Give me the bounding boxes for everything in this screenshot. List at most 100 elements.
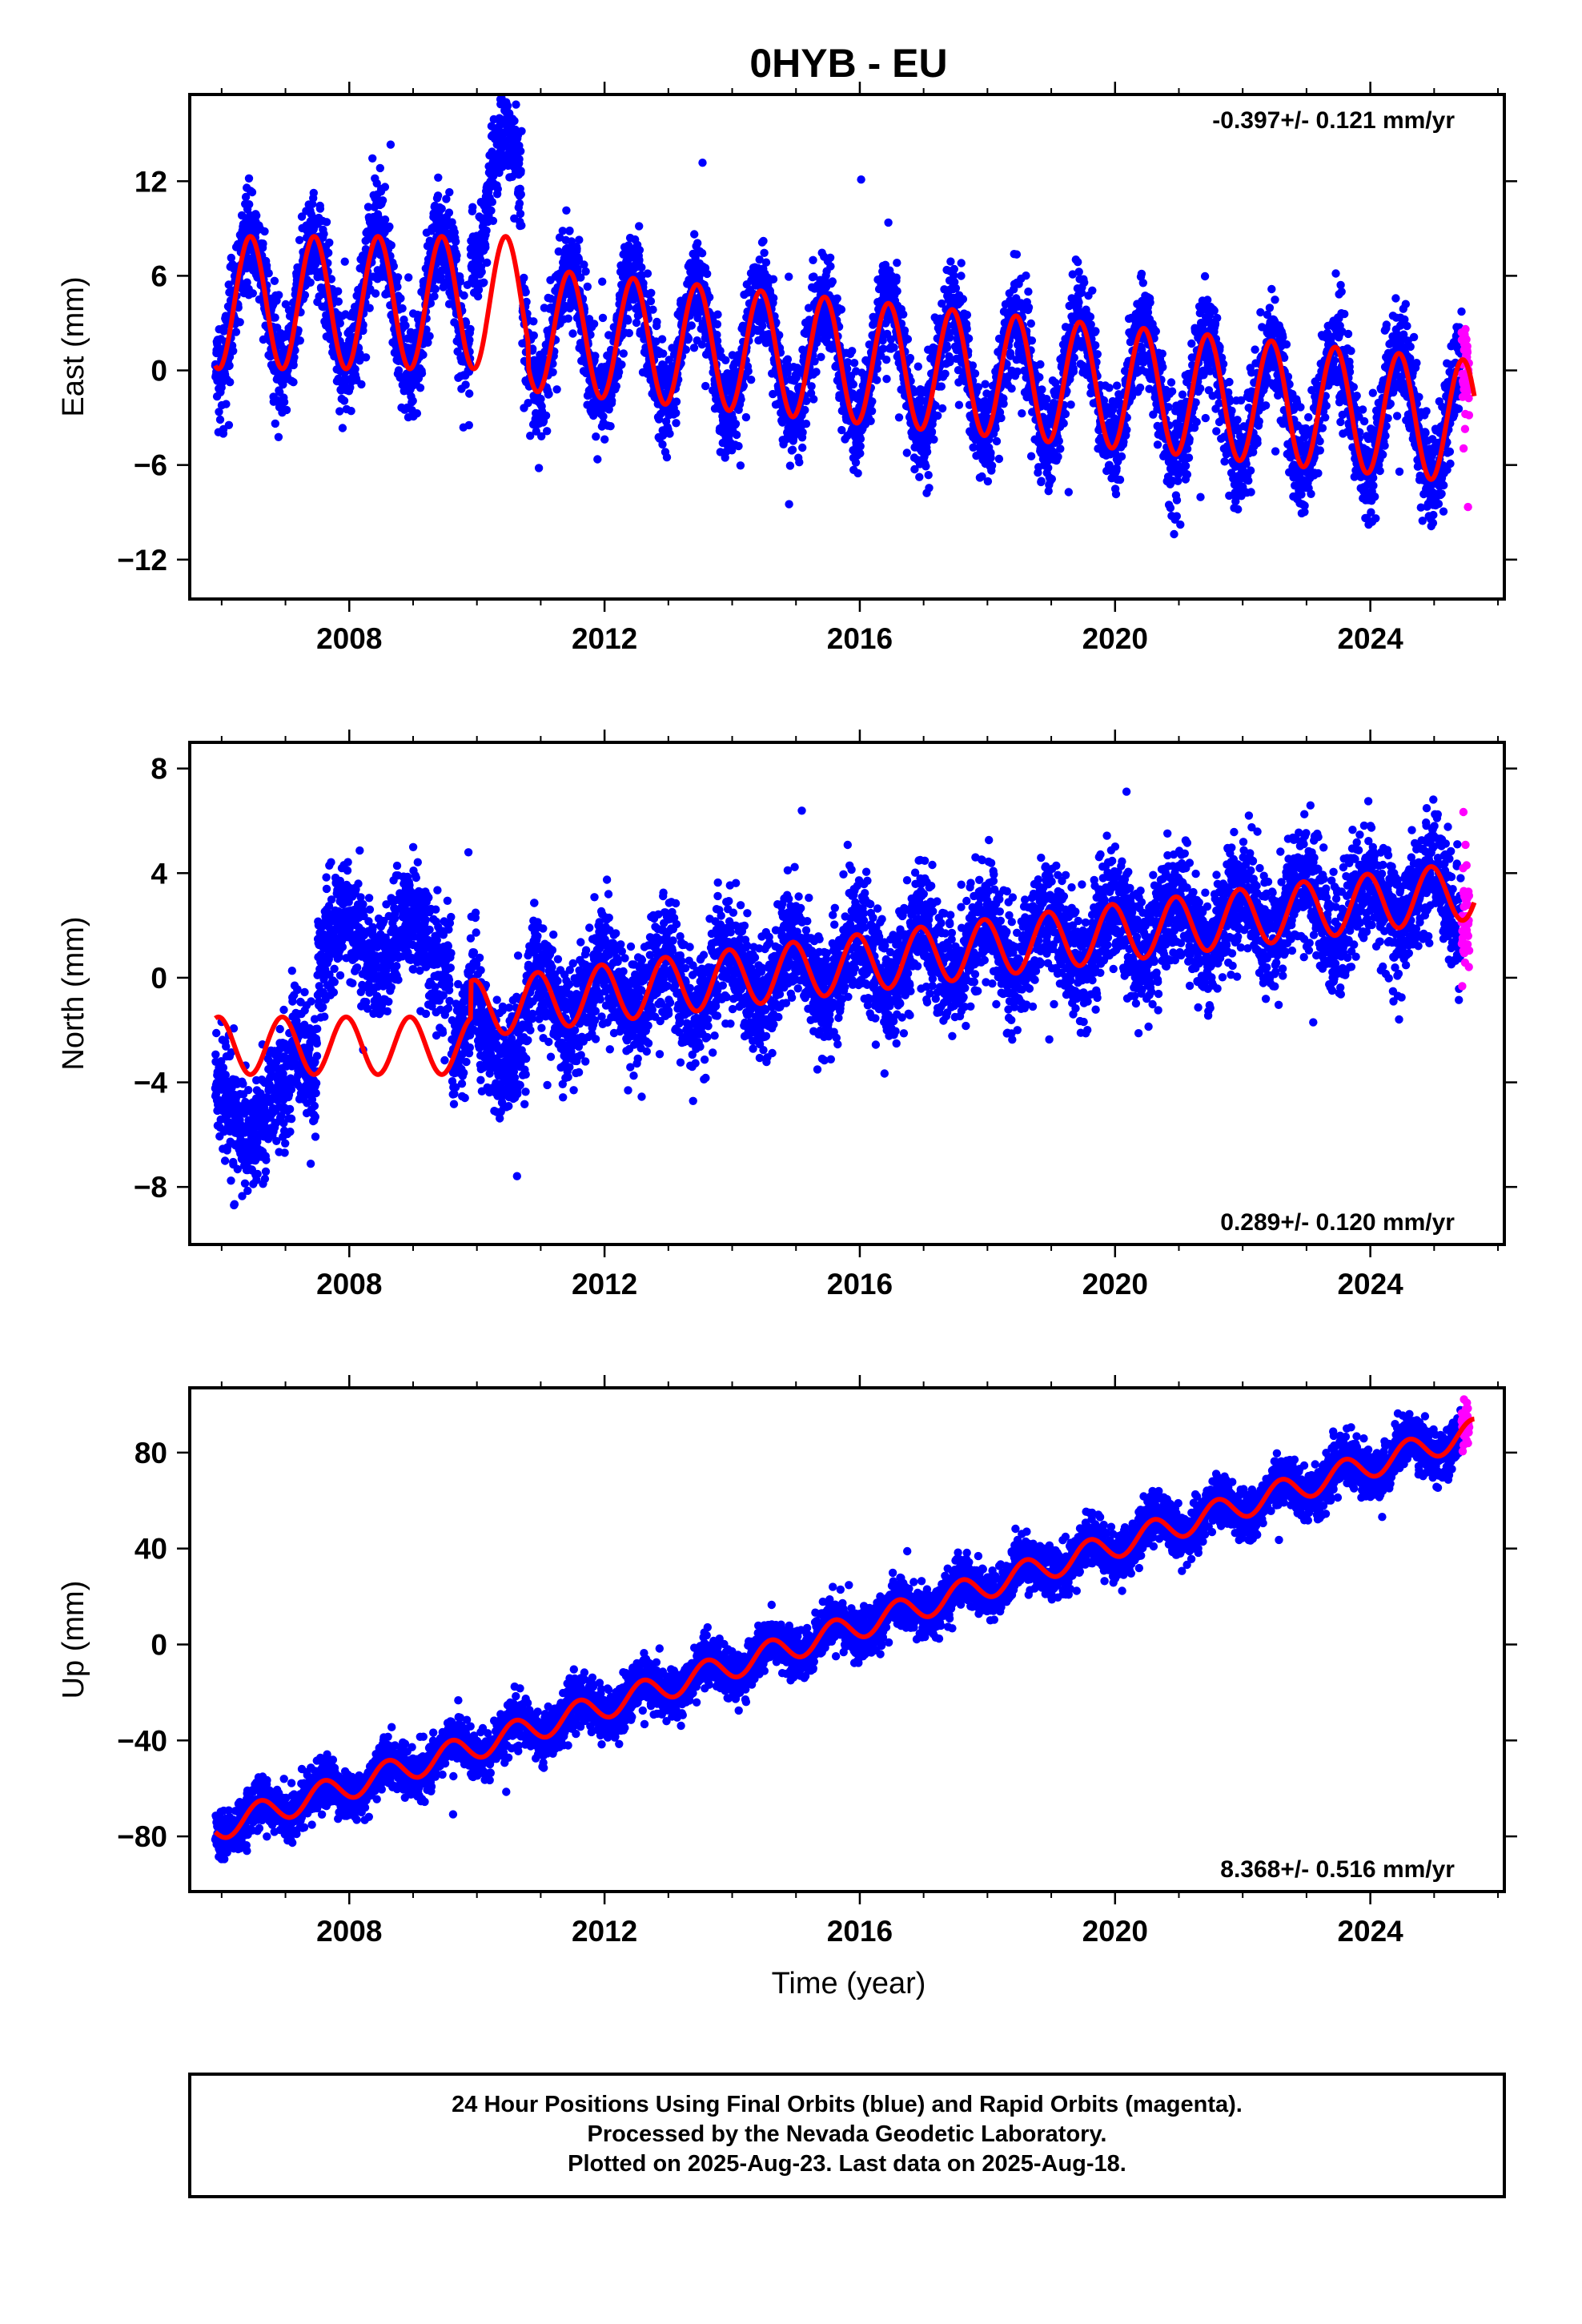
final-orbit-point — [270, 276, 279, 285]
final-orbit-point — [275, 291, 283, 300]
final-orbit-point — [465, 336, 474, 344]
final-orbit-point — [264, 269, 273, 278]
final-orbit-point — [433, 191, 443, 200]
final-orbit-point — [437, 204, 446, 213]
final-orbit-point — [375, 163, 384, 173]
final-orbit-point — [825, 253, 835, 262]
final-orbit-point — [1074, 298, 1083, 307]
final-orbit-point — [619, 349, 628, 358]
final-orbit-point — [1122, 425, 1131, 434]
final-orbit-point — [315, 204, 325, 213]
final-orbit-point — [445, 187, 454, 197]
final-orbit-point — [662, 452, 672, 462]
final-orbit-point — [647, 288, 656, 297]
final-orbit-point — [934, 411, 942, 420]
final-orbit-point — [1024, 303, 1034, 312]
final-orbit-point — [500, 70, 508, 78]
final-orbit-point — [612, 382, 620, 391]
final-orbit-point — [243, 278, 251, 287]
final-orbit-point — [866, 416, 875, 425]
final-orbit-point — [617, 360, 626, 369]
final-orbit-point — [565, 226, 574, 235]
final-orbit-point — [652, 317, 661, 327]
final-orbit-point — [271, 313, 279, 322]
final-orbit-point — [355, 349, 364, 359]
final-orbit-point — [1022, 271, 1030, 280]
final-orbit-point — [306, 278, 315, 287]
final-orbit-point — [404, 273, 413, 282]
final-orbit-point — [698, 159, 707, 167]
final-orbit-point — [434, 173, 443, 182]
final-orbit-point — [873, 376, 881, 384]
final-orbit-point — [378, 196, 387, 205]
final-orbit-point — [643, 269, 652, 278]
final-orbit-point — [529, 331, 538, 340]
final-orbit-point — [289, 360, 298, 370]
final-orbit-point — [606, 422, 615, 431]
final-orbit-point — [1137, 269, 1146, 279]
final-orbit-point — [962, 311, 972, 320]
final-orbit-point — [1112, 381, 1122, 390]
final-orbit-point — [1059, 419, 1068, 428]
final-orbit-point — [226, 378, 235, 387]
final-orbit-point — [235, 318, 244, 327]
final-orbit-point — [983, 476, 993, 486]
final-orbit-point — [857, 175, 865, 184]
final-orbit-point — [466, 324, 475, 334]
final-orbit-point — [505, 62, 513, 70]
final-orbit-point — [215, 415, 225, 424]
final-orbit-point — [758, 321, 767, 330]
final-orbit-point — [868, 397, 877, 406]
final-orbit-point — [795, 458, 804, 467]
final-orbit-point — [954, 400, 964, 409]
final-orbit-point — [516, 147, 525, 155]
final-orbit-point — [760, 248, 769, 257]
final-orbit-point — [335, 319, 344, 328]
final-orbit-point — [894, 413, 904, 422]
final-orbit-point — [456, 277, 464, 286]
final-orbit-point — [693, 239, 702, 247]
final-orbit-point — [899, 310, 908, 319]
final-orbit-point — [401, 321, 410, 330]
final-orbit-point — [575, 235, 584, 244]
final-orbit-point — [430, 292, 439, 301]
final-orbit-point — [291, 346, 299, 355]
final-orbit-point — [851, 458, 861, 467]
final-orbit-point — [889, 343, 898, 352]
final-orbit-point — [339, 396, 349, 405]
final-orbit-point — [502, 82, 510, 90]
final-orbit-point — [488, 216, 498, 225]
final-orbit-point — [1037, 476, 1046, 485]
final-orbit-point — [713, 310, 722, 319]
final-orbit-point — [1088, 286, 1097, 295]
final-orbit-point — [905, 353, 915, 363]
final-orbit-point — [279, 380, 287, 389]
final-orbit-point — [732, 430, 741, 440]
final-orbit-point — [769, 294, 778, 303]
final-orbit-point — [592, 432, 600, 441]
final-orbit-point — [941, 369, 950, 378]
final-orbit-point — [297, 212, 307, 221]
final-orbit-point — [942, 343, 952, 352]
final-orbit-point — [687, 321, 696, 330]
final-orbit-point — [635, 246, 644, 255]
final-orbit-point — [999, 400, 1008, 408]
final-orbit-point — [480, 278, 488, 287]
final-orbit-point — [552, 385, 561, 394]
final-orbit-point — [657, 335, 667, 344]
final-orbit-point — [1018, 409, 1026, 418]
final-orbit-point — [271, 419, 279, 428]
final-orbit-point — [849, 380, 858, 389]
final-orbit-point — [921, 462, 930, 471]
final-orbit-point — [1066, 400, 1075, 409]
final-orbit-point — [856, 449, 865, 458]
final-orbit-point — [849, 359, 859, 368]
final-orbit-point — [1044, 464, 1053, 472]
final-orbit-point — [798, 428, 807, 437]
final-orbit-point — [501, 84, 509, 92]
final-orbit-point — [215, 408, 223, 416]
final-orbit-point — [225, 361, 234, 370]
final-orbit-point — [659, 349, 668, 358]
final-orbit-point — [461, 380, 470, 389]
